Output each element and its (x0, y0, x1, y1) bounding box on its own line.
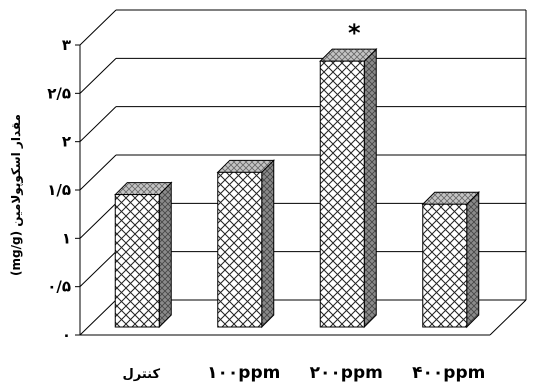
significance-marker: * (348, 19, 361, 47)
bar (319, 47, 378, 329)
y-tick-label: ۳ (62, 36, 71, 54)
x-tick-label: ۴۰۰ppm (412, 363, 485, 383)
bar-front (319, 60, 365, 328)
y-tick-label: ۲ (62, 133, 71, 151)
x-tick-label: ۲۰۰ppm (310, 363, 383, 383)
y-axis-title: (mg/g) مقدار اسکوپولامین (9, 114, 24, 276)
side-wall-line (79, 106, 117, 143)
bar-side (466, 191, 480, 329)
bar-side (158, 181, 172, 329)
x-tick-label: ۱۰۰ppm (207, 363, 280, 383)
floor-right-edge (489, 299, 527, 336)
bar-side (363, 47, 377, 329)
side-wall-line (79, 299, 117, 336)
side-wall-line (79, 154, 117, 191)
y-tick-label: ۱ (62, 229, 71, 247)
side-wall-line (79, 251, 117, 288)
bars (114, 47, 480, 329)
side-wall-line (79, 57, 117, 94)
bar (421, 191, 480, 329)
y-tick-label: ۰/۵ (47, 278, 71, 296)
side-wall-line (79, 9, 117, 46)
y-tick-label: ۲/۵ (47, 84, 71, 102)
bar-front (422, 203, 468, 328)
bar-front (217, 171, 263, 328)
y-axis (75, 44, 81, 336)
y-tick-label: ۱/۵ (47, 181, 71, 199)
bar (216, 159, 275, 329)
labels: ۰ ۰/۵ ۱ ۱/۵ ۲ ۲/۵ ۳ کنترل ۱۰۰ppm ۲۰۰ppm * ۴۰۰ppm (mg… (9, 19, 485, 383)
bar-front (114, 194, 160, 328)
bar-side (261, 159, 275, 329)
bar (114, 181, 173, 329)
y-tick-label: ۰ (62, 326, 71, 344)
x-tick-label: کنترل (122, 367, 160, 382)
side-wall-line (79, 202, 117, 239)
